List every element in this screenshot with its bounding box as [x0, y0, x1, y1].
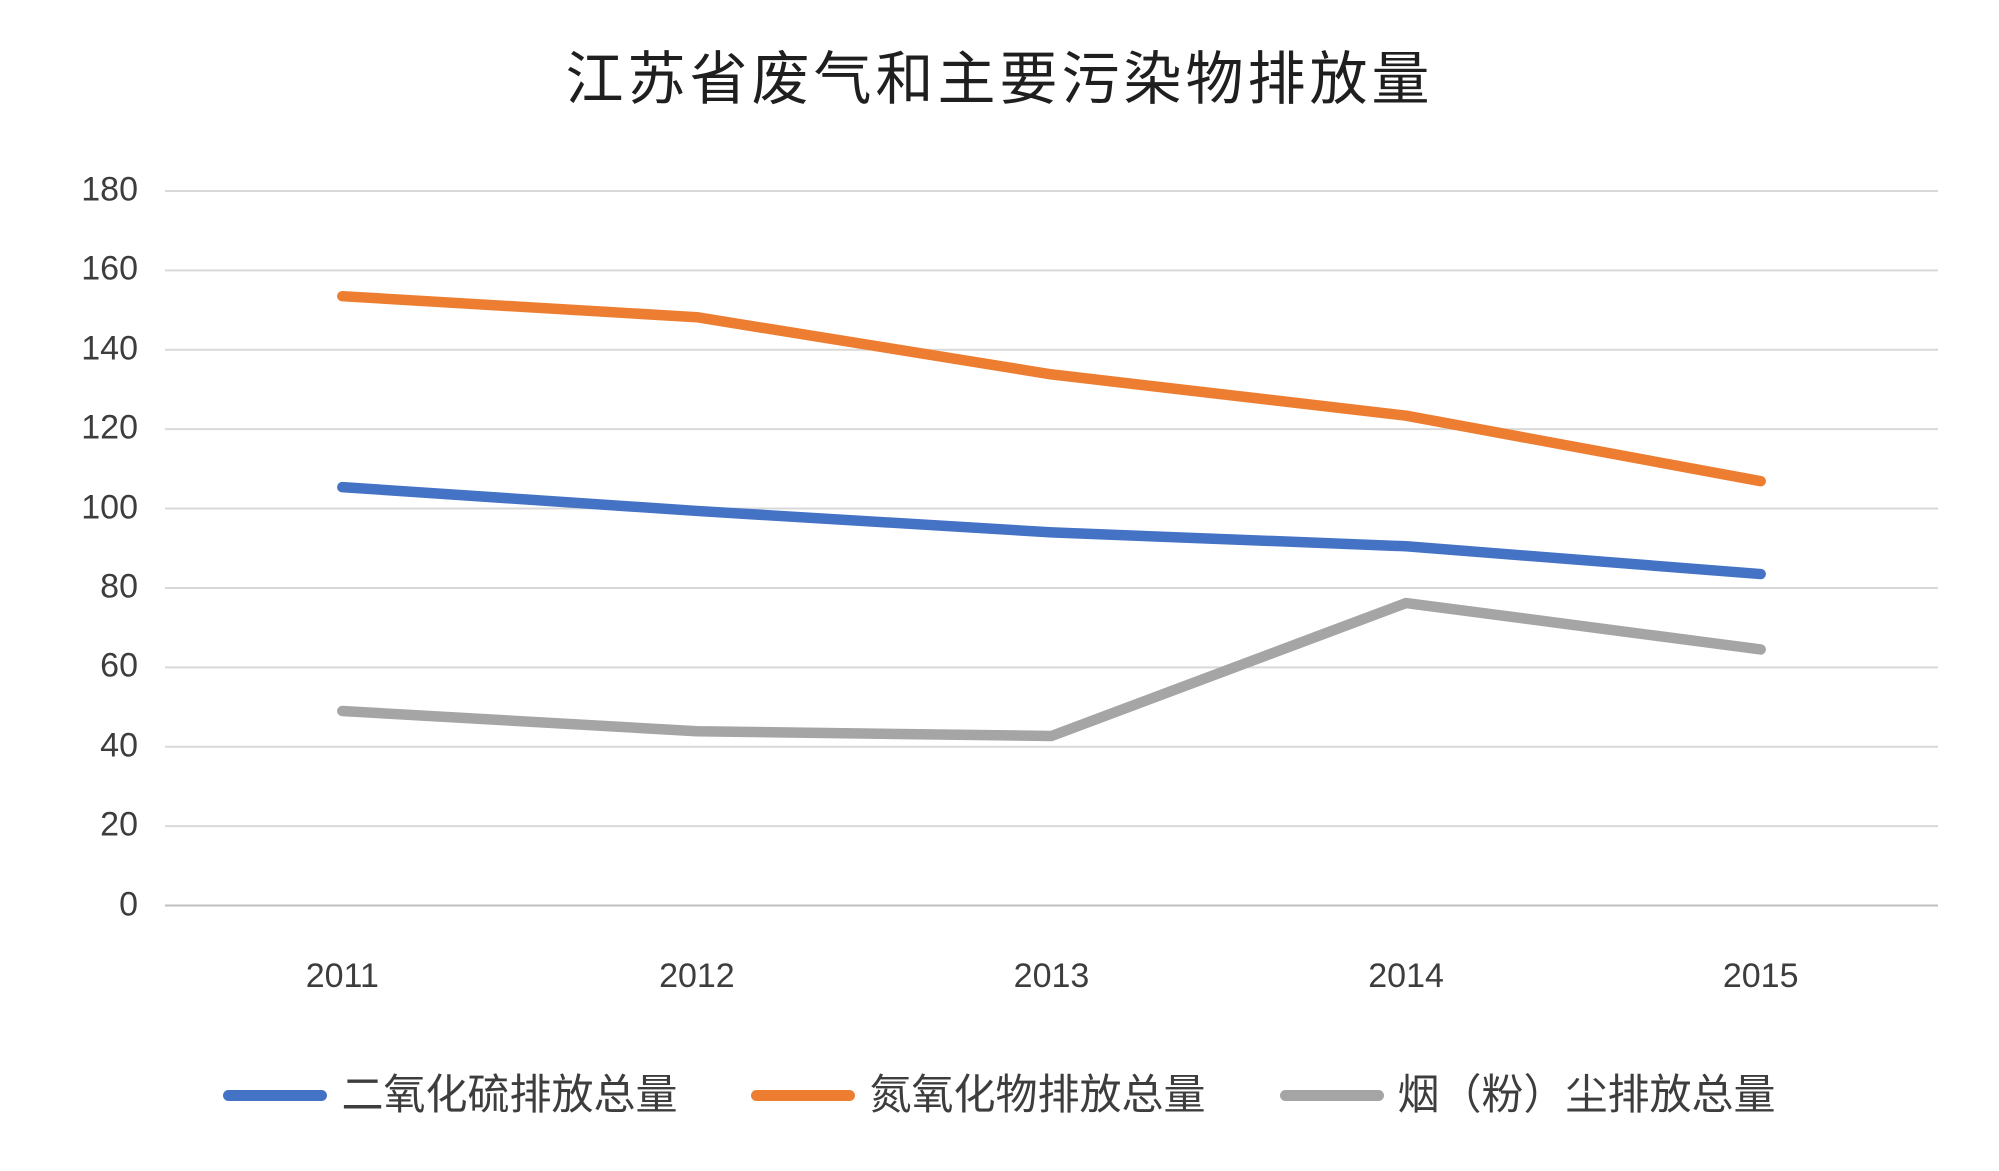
chart-title: 江苏省废气和主要污染物排放量 [565, 47, 1434, 112]
series-line [337, 481, 1766, 580]
y-tick-label: 180 [81, 170, 138, 209]
y-tick-label: 0 [119, 885, 138, 924]
legend-item: 氮氧化物排放总量 [751, 1071, 1206, 1118]
y-tick-label: 120 [81, 408, 138, 447]
legend-label: 二氧化硫排放总量 [341, 1071, 678, 1118]
legend-swatch-icon [1279, 1089, 1384, 1101]
legend-item: 烟（粉）尘排放总量 [1279, 1071, 1776, 1118]
y-tick-label: 160 [81, 250, 138, 289]
y-tick-label: 40 [100, 726, 138, 765]
x-tick-label: 2015 [1722, 957, 1799, 995]
y-tick-label: 140 [81, 329, 138, 368]
series-line [337, 290, 1766, 487]
legend-swatch-icon [223, 1089, 328, 1101]
x-tick-label: 2014 [1368, 957, 1444, 995]
y-tick-label: 100 [81, 488, 138, 527]
legend-label: 氮氧化物排放总量 [869, 1071, 1206, 1118]
x-tick-label: 2011 [305, 957, 379, 995]
legend-swatch-icon [751, 1089, 856, 1101]
x-tick-label: 2013 [1013, 957, 1090, 995]
legend-label: 烟（粉）尘排放总量 [1397, 1071, 1776, 1118]
legend: 二氧化硫排放总量 氮氧化物排放总量 烟（粉）尘排放总量 [0, 1071, 1999, 1118]
series-line [337, 597, 1766, 742]
y-tick-label: 20 [100, 805, 138, 844]
y-tick-label: 80 [100, 567, 138, 606]
x-tick-label: 2012 [659, 957, 735, 995]
y-tick-label: 60 [100, 647, 138, 686]
legend-item: 二氧化硫排放总量 [223, 1071, 678, 1118]
